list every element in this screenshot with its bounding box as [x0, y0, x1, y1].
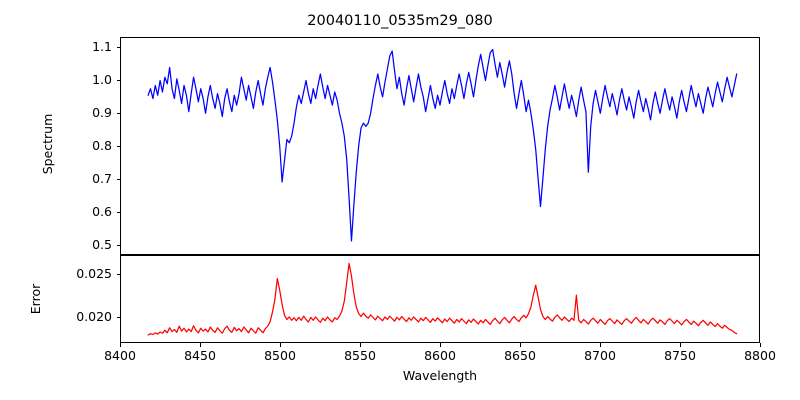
- y-tick-mark: [116, 46, 120, 48]
- x-tick-label: 8400: [104, 348, 136, 363]
- y-tick-mark: [116, 316, 120, 318]
- y-tick-mark: [116, 113, 120, 114]
- x-tick-mark: [440, 343, 441, 347]
- x-tick-mark: [680, 343, 681, 347]
- y-tick-mark: [116, 79, 120, 81]
- x-tick-label: 8600: [424, 348, 456, 363]
- y-tick-label-text: 1.0: [92, 71, 112, 87]
- y-tick-label-text: 0.8: [92, 138, 112, 153]
- error-line-series: [147, 262, 738, 336]
- y-tick-mark: [116, 146, 120, 147]
- y-axis-label-spectrum: Spectrum: [40, 113, 55, 175]
- x-tick-mark: [760, 343, 761, 347]
- x-tick-label: 8800: [744, 348, 776, 363]
- error-polyline: [147, 262, 738, 336]
- x-tick-label: 8550: [344, 348, 376, 363]
- error-plot-area: [120, 255, 760, 343]
- x-tick-label: 8450: [184, 348, 216, 363]
- y-tick-label-text: 0.7: [92, 171, 112, 186]
- x-tick-mark: [600, 343, 601, 347]
- y-tick-label-text: 0.020: [76, 308, 112, 324]
- y-tick-mark: [116, 273, 120, 275]
- y-tick-mark: [116, 245, 120, 247]
- y-tick-mark: [116, 179, 120, 180]
- spectrum-plot-area: [120, 37, 760, 255]
- y-tick-label-text: 0.9: [92, 105, 112, 120]
- y-tick-label-text: 1.1: [92, 38, 112, 54]
- spectrum-line-series: [147, 48, 738, 242]
- x-tick-mark: [280, 343, 281, 347]
- y-tick-label-text: 0.025: [76, 265, 112, 281]
- y-tick-label-text: 0.6: [92, 204, 112, 220]
- x-tick-label: 8500: [264, 348, 296, 363]
- x-tick-mark: [200, 343, 201, 347]
- x-tick-label: 8700: [584, 348, 616, 363]
- x-tick-mark: [360, 343, 361, 347]
- x-tick-mark: [520, 343, 521, 347]
- page-title: 20040110_0535m29_080: [307, 13, 493, 29]
- y-tick-label-text: 0.5: [92, 237, 112, 253]
- x-tick-label: 8650: [504, 348, 536, 363]
- spectrum-polyline: [147, 48, 738, 242]
- x-tick-mark: [120, 343, 121, 347]
- x-tick-label: 8750: [664, 348, 696, 363]
- x-axis-label: Wavelength: [402, 368, 478, 383]
- y-axis-label-error: Error: [28, 283, 43, 315]
- y-tick-mark: [116, 212, 120, 214]
